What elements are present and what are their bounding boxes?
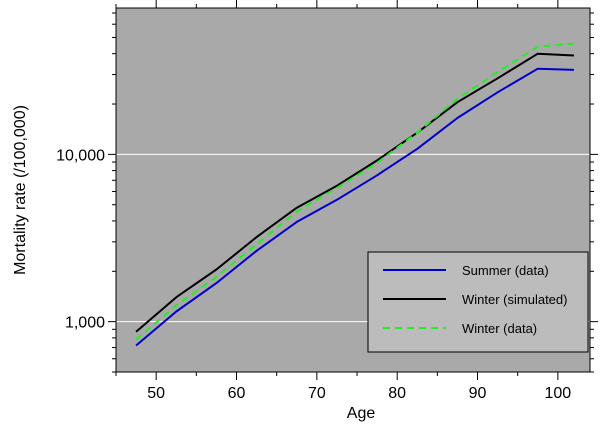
y-axis-label: Mortality rate (/100,000)	[12, 105, 29, 275]
y-tick-label-10000: 10,000	[56, 147, 105, 164]
y-axis: 1,000 10,000	[56, 12, 598, 373]
legend: Summer (data) Winter (simulated) Winter (d…	[367, 251, 589, 353]
plot-frame	[115, 7, 591, 373]
x-tick-label-60: 60	[228, 385, 246, 402]
legend-box	[367, 251, 589, 353]
series-line-2	[135, 42, 574, 341]
x-tick-label-100: 100	[545, 385, 572, 402]
series-line-1	[135, 52, 574, 333]
x-axis-label: Age	[347, 405, 376, 422]
series-line-0	[135, 67, 574, 347]
x-tick-label-70: 70	[308, 385, 326, 402]
series-lines	[135, 42, 574, 347]
x-tick-label-90: 90	[469, 385, 487, 402]
legend-label-1: Winter (simulated)	[462, 292, 567, 307]
x-tick-label-80: 80	[388, 385, 406, 402]
legend-label-0: Summer (data)	[462, 263, 549, 278]
x-tick-label-50: 50	[147, 385, 165, 402]
x-axis: 50 60 70 80 90 100	[115, 0, 572, 402]
y-tick-label-1000: 1,000	[65, 315, 105, 332]
legend-label-2: Winter (data)	[462, 321, 537, 336]
